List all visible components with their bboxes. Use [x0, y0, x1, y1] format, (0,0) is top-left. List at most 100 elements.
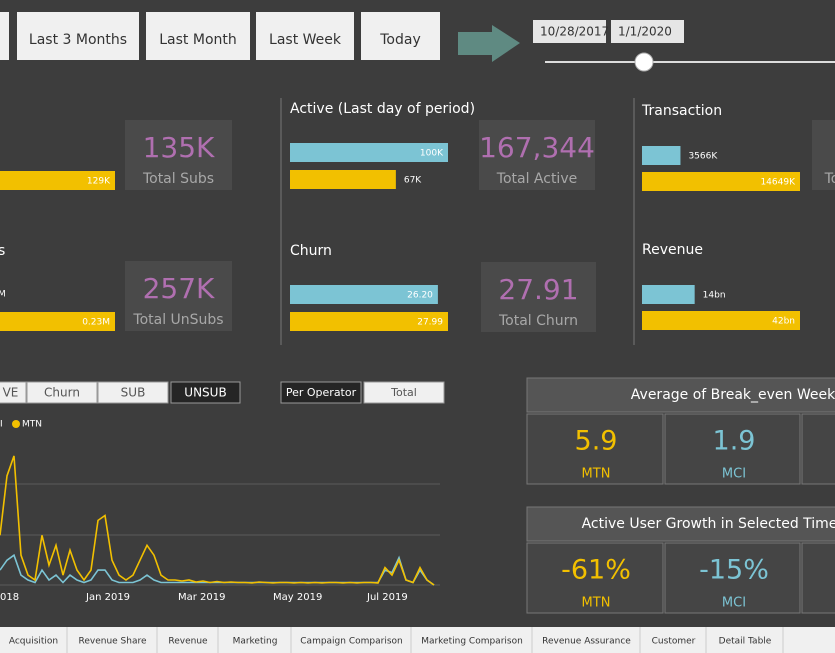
page-tab[interactable]: Marketing	[233, 637, 278, 647]
bar-label: 67K	[404, 176, 422, 186]
card-header	[526, 377, 835, 413]
card-label: MTN	[582, 596, 611, 611]
card-label: MCI	[722, 467, 746, 482]
page-tab-bar	[0, 627, 835, 653]
bar-label: 27.99	[417, 318, 443, 328]
card-value: -61%	[561, 555, 631, 586]
card-label: MTN	[582, 467, 611, 482]
kpi-value: 135K	[143, 131, 215, 164]
card-cell	[664, 542, 801, 614]
page-tab[interactable]: Revenue Share	[78, 637, 146, 647]
bar	[0, 171, 115, 190]
kpi-card	[481, 262, 596, 332]
page-tab[interactable]: Marketing Comparison	[421, 637, 523, 647]
card-value: 1.9	[713, 426, 756, 457]
x-tick-label: Jan 2019	[85, 592, 130, 603]
bar-label: 3566K	[688, 152, 718, 162]
kpi-card	[125, 120, 232, 190]
tab-label[interactable]: UNSUB	[184, 386, 226, 400]
page-tab[interactable]: Revenue Assurance	[542, 637, 631, 647]
page-tab[interactable]: Campaign Comparison	[300, 637, 402, 647]
kpi-title: s	[0, 243, 5, 259]
filter-button[interactable]	[146, 12, 250, 60]
tab[interactable]	[280, 381, 362, 404]
card-value: 5.9	[575, 426, 618, 457]
bar	[642, 172, 800, 191]
kpi-label: Total Churn	[498, 313, 578, 329]
card-cell	[801, 413, 835, 485]
tab-label[interactable]: Churn	[44, 386, 80, 400]
x-tick-label: 018	[0, 592, 19, 603]
filter-button[interactable]	[256, 12, 354, 60]
card-cell	[664, 413, 801, 485]
tab-label[interactable]: Total	[390, 386, 417, 399]
tab[interactable]	[170, 381, 241, 404]
bar-label: 129K	[87, 177, 111, 187]
kpi-card	[125, 261, 232, 331]
line-series	[0, 455, 435, 586]
bar-label: 100K	[420, 149, 444, 159]
x-tick-label: Mar 2019	[178, 592, 226, 603]
x-tick-label: May 2019	[273, 592, 322, 603]
bar	[290, 170, 396, 189]
legend-dot	[12, 420, 20, 428]
slider-handle[interactable]	[634, 52, 654, 72]
kpi-card	[479, 120, 595, 190]
kpi-label: Total Subs	[142, 171, 214, 187]
bar	[290, 285, 438, 304]
bar-label: 14649K	[760, 178, 796, 188]
tab[interactable]	[0, 381, 27, 404]
filter-label[interactable]: Last Week	[269, 32, 342, 48]
bar-label: M	[0, 290, 6, 300]
card-label: MCI	[722, 596, 746, 611]
date-box[interactable]	[611, 20, 684, 43]
tab-label[interactable]: Per Operator	[286, 386, 357, 399]
page-tab[interactable]: Acquisition	[9, 637, 58, 647]
kpi-label: Total UnSubs	[132, 312, 223, 328]
bar-label: 26.20	[407, 291, 433, 301]
tab[interactable]	[97, 381, 169, 404]
bar-label: 42bn	[772, 317, 795, 327]
card-cell	[526, 413, 664, 485]
tab[interactable]	[363, 381, 445, 404]
kpi-label: To	[824, 171, 835, 187]
page-tab[interactable]: Revenue	[168, 637, 208, 647]
x-tick-label: Jul 2019	[366, 592, 408, 603]
filter-button[interactable]	[17, 12, 139, 60]
filter-button[interactable]	[0, 12, 9, 60]
filter-label[interactable]: Last 3 Months	[29, 32, 127, 48]
bar	[0, 312, 115, 331]
tab[interactable]	[26, 381, 98, 404]
kpi-title: Churn	[290, 243, 332, 259]
bar	[290, 312, 448, 331]
kpi-value: 27.91	[498, 273, 578, 306]
kpi-title: Revenue	[642, 242, 703, 258]
bar	[642, 146, 681, 165]
date-text[interactable]: 1/1/2020	[618, 25, 672, 39]
page-tab[interactable]: Detail Table	[719, 637, 772, 647]
card-cell	[526, 542, 664, 614]
legend-label: MTN	[22, 420, 42, 430]
bar-label: 0.23M	[82, 318, 110, 328]
card-title: Average of Break_even Week	[631, 387, 835, 403]
page-tab[interactable]: Customer	[652, 637, 696, 647]
tab-label[interactable]: VE	[3, 386, 19, 400]
bar	[642, 285, 695, 304]
filter-label[interactable]: Last Month	[159, 32, 237, 48]
arrow	[458, 25, 520, 62]
kpi-card	[812, 120, 835, 190]
kpi-label: Total Active	[496, 171, 577, 187]
legend-label: MCI	[0, 420, 3, 430]
card-cell	[801, 542, 835, 614]
kpi-title: Transaction	[641, 103, 722, 119]
tab-label[interactable]: SUB	[121, 386, 146, 400]
card-header	[526, 506, 835, 542]
date-box[interactable]	[533, 20, 606, 43]
date-text[interactable]: 10/28/2017	[540, 25, 609, 39]
kpi-value: 257K	[143, 272, 215, 305]
bar	[290, 143, 448, 162]
kpi-title: Active (Last day of period)	[290, 101, 475, 117]
filter-button[interactable]	[361, 12, 440, 60]
filter-label[interactable]: Today	[379, 32, 421, 48]
